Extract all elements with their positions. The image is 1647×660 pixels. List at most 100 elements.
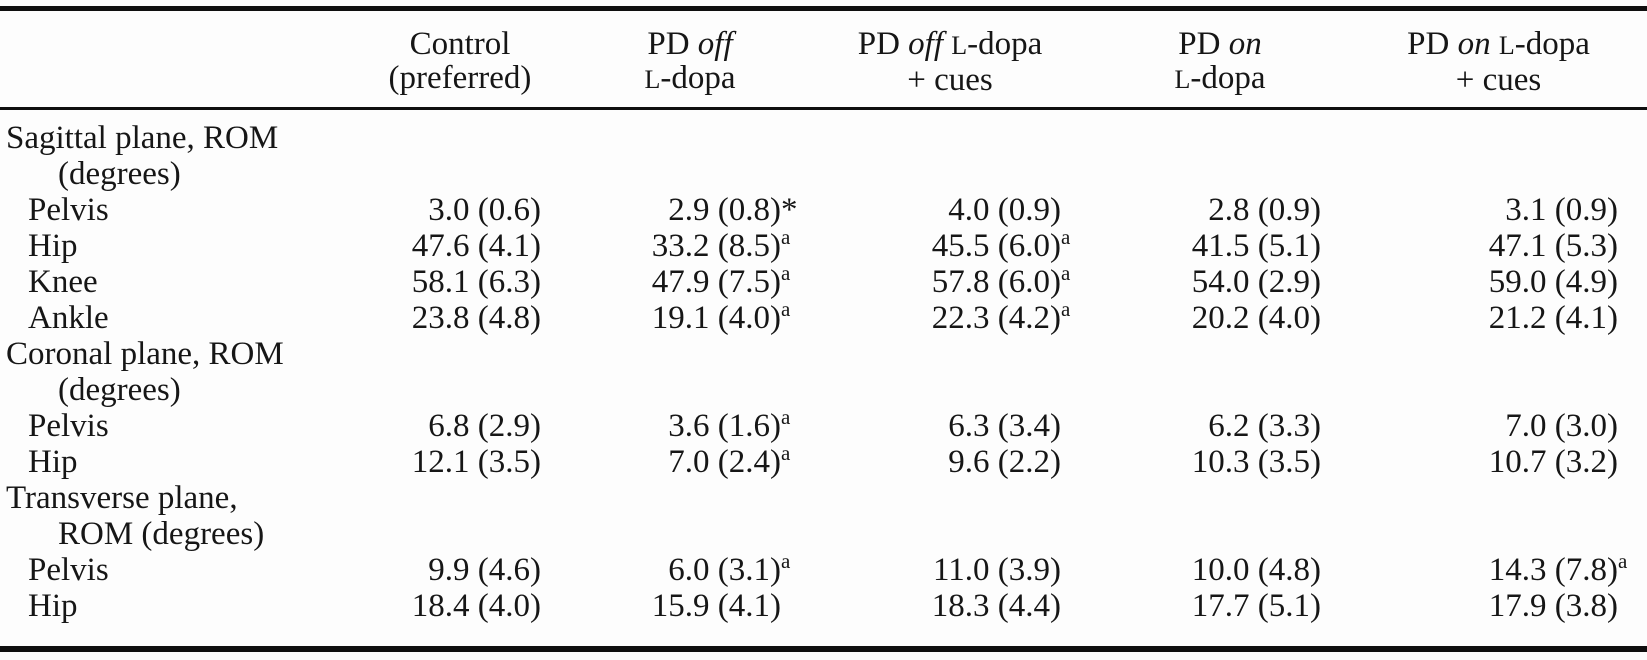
value-text: 23.8 (4.8) — [411, 300, 541, 336]
footnote-mark: a — [1061, 225, 1071, 249]
value-cell: 58.1 (6.3) — [350, 264, 570, 303]
row-label: Hip — [28, 588, 78, 624]
section-row: Sagittal plane, ROM (degrees) — [0, 120, 1647, 192]
header-text-segment: PD — [647, 26, 698, 62]
value-cell: 9.6 (2.2) — [810, 444, 1090, 483]
value-cell: 18.3 (4.4) — [810, 588, 1090, 624]
value-cell: 57.8 (6.0) a — [810, 261, 1090, 303]
table-body: Sagittal plane, ROM (degrees) Pelvis 3.0 (0… — [0, 110, 1647, 624]
data-row: Knee 58.1 (6.3) 47.9 (7.5) a 57.8 (6.0) a 54.0… — [0, 261, 1647, 303]
data-row: Hip 12.1 (3.5) 7.0 (2.4) a 9.6 (2.2) 10.3 (3.… — [0, 441, 1647, 483]
header-text-segment: on — [1228, 26, 1262, 62]
table-bottom-rule — [0, 646, 1647, 652]
value-cell: 21.2 (4.1) — [1350, 300, 1647, 339]
value-text: 4.0 (0.9) — [948, 192, 1061, 228]
value-text: 7.0 (2.4) — [668, 444, 781, 480]
value-cell: 15.9 (4.1) — [570, 588, 810, 624]
footnote-mark: a — [1061, 261, 1071, 285]
header-text-segment: Control — [409, 26, 511, 62]
header-line: L-dopa — [570, 61, 810, 97]
value-text: 59.0 (4.9) — [1488, 264, 1618, 300]
value-text: 58.1 (6.3) — [411, 264, 541, 300]
header-text-segment: L — [1498, 31, 1515, 60]
value-cell: 4.0 (0.9) — [810, 192, 1090, 228]
header-text-segment — [1491, 26, 1499, 62]
header-line: (preferred) — [350, 61, 570, 95]
value-text: 6.8 (2.9) — [428, 408, 541, 444]
value-text: 9.6 (2.2) — [948, 444, 1061, 480]
value-text: 20.2 (4.0) — [1191, 300, 1321, 336]
header-text-segment: PD — [857, 26, 909, 62]
data-row: Pelvis 3.0 (0.6) 2.9 (0.8) * 4.0 (0.9) 2.8 (0… — [0, 192, 1647, 228]
value-text: 17.7 (5.1) — [1191, 588, 1321, 624]
header-text-segment: + cues — [1455, 62, 1542, 98]
row-label: Hip — [28, 444, 78, 480]
value-cell: 33.2 (8.5) a — [570, 225, 810, 267]
value-text: 9.9 (4.6) — [428, 552, 541, 588]
header-line: PD on — [1090, 27, 1350, 61]
value-text: 11.0 (3.9) — [932, 552, 1061, 588]
section-label: Sagittal plane, ROM (degrees) — [0, 120, 1647, 192]
value-cell: 6.8 (2.9) — [350, 408, 570, 447]
value-cell: 19.1 (4.0) a — [570, 297, 810, 339]
header-text-segment: + cues — [907, 62, 993, 98]
header-text-segment: -dopa — [1514, 26, 1590, 62]
value-cell: 20.2 (4.0) — [1090, 300, 1350, 339]
header-text-segment: -dopa — [1190, 60, 1266, 96]
value-text: 33.2 (8.5) — [651, 228, 781, 264]
header-text-segment: L — [1174, 65, 1191, 94]
value-text: 6.2 (3.3) — [1208, 408, 1321, 444]
column-header-pd-off-ldopa-cues: PD off L-dopa + cues — [810, 27, 1090, 97]
column-header-pd-on-ldopa-cues: PD on L-dopa + cues — [1350, 27, 1647, 97]
value-text: 10.0 (4.8) — [1191, 552, 1321, 588]
header-line: L-dopa — [1090, 61, 1350, 97]
header-line: PD on L-dopa — [1350, 27, 1647, 63]
section-label-line1: Sagittal plane, ROM — [6, 120, 279, 156]
row-label: Hip — [28, 228, 78, 264]
value-text: 10.3 (3.5) — [1191, 444, 1321, 480]
header-text-segment: off — [908, 26, 943, 62]
value-text: 47.9 (7.5) — [651, 264, 781, 300]
value-cell: 17.7 (5.1) — [1090, 588, 1350, 624]
header-text-segment: off — [697, 26, 733, 62]
value-cell: 45.5 (6.0) a — [810, 225, 1090, 267]
value-text: 45.5 (6.0) — [931, 228, 1061, 264]
value-cell: 17.9 (3.8) — [1350, 588, 1647, 624]
value-cell: 59.0 (4.9) — [1350, 264, 1647, 303]
header-spacer-cell — [0, 27, 350, 97]
header-line: PD off — [570, 27, 810, 61]
data-row: Ankle 23.8 (4.8) 19.1 (4.0) a 22.3 (4.2) a 20.… — [0, 297, 1647, 339]
section-label-line2: ROM (degrees) — [58, 516, 265, 552]
header-text-segment: L — [644, 65, 661, 94]
header-text-segment: PD — [1407, 26, 1458, 62]
value-text: 10.7 (3.2) — [1488, 444, 1618, 480]
value-cell: 47.6 (4.1) — [350, 228, 570, 267]
table-header-rule — [0, 107, 1647, 110]
row-label: Pelvis — [28, 408, 109, 444]
footnote-mark: a — [781, 297, 791, 321]
value-cell: 3.0 (0.6) — [350, 192, 570, 228]
value-cell: 10.7 (3.2) — [1350, 444, 1647, 483]
value-text: 54.0 (2.9) — [1191, 264, 1321, 300]
header-line: Control — [350, 27, 570, 61]
value-cell: 9.9 (4.6) — [350, 552, 570, 591]
value-text: 6.3 (3.4) — [948, 408, 1061, 444]
value-text: 3.1 (0.9) — [1505, 192, 1618, 228]
value-cell: 6.0 (3.1) a — [570, 549, 810, 591]
footnote-mark: a — [1618, 549, 1628, 573]
value-text: 7.0 (3.0) — [1505, 408, 1618, 444]
value-cell: 11.0 (3.9) — [810, 552, 1090, 591]
data-row: Pelvis 9.9 (4.6) 6.0 (3.1) a 11.0 (3.9) 10.0 … — [0, 549, 1647, 591]
value-cell: 23.8 (4.8) — [350, 300, 570, 339]
section-label-line2: (degrees) — [58, 156, 181, 192]
section-row: Coronal plane, ROM (degrees) — [0, 336, 1647, 408]
value-text: 15.9 (4.1) — [651, 588, 781, 624]
table-top-rule — [0, 6, 1647, 11]
value-cell: 6.3 (3.4) — [810, 408, 1090, 447]
header-line: + cues — [810, 63, 1090, 97]
header-text-segment: -dopa — [967, 26, 1043, 62]
data-row: Hip 47.6 (4.1) 33.2 (8.5) a 45.5 (6.0) a 41.5 … — [0, 225, 1647, 267]
footnote-mark: a — [1061, 297, 1071, 321]
value-text: 12.1 (3.5) — [411, 444, 541, 480]
